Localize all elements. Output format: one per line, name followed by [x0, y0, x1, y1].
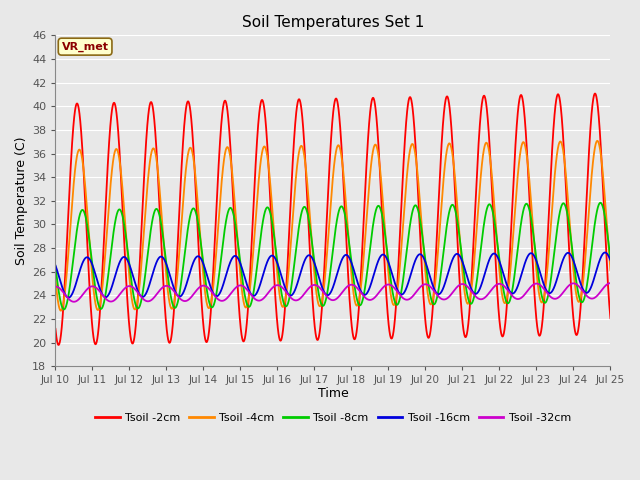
Tsoil -4cm [607, 267, 614, 273]
Line: Tsoil -2cm: Tsoil -2cm [56, 94, 611, 345]
Tsoil -8cm [607, 256, 614, 262]
Tsoil -2cm [458, 306, 465, 312]
Tsoil -32cm [427, 284, 435, 290]
Tsoil -16cm [152, 263, 159, 268]
Tsoil -2cm [607, 315, 614, 321]
Tsoil -16cm [606, 256, 614, 262]
Tsoil -32cm [312, 282, 320, 288]
Y-axis label: Soil Temperature (C): Soil Temperature (C) [15, 137, 28, 265]
X-axis label: Time: Time [317, 387, 348, 400]
Tsoil -4cm [427, 301, 435, 307]
Tsoil -8cm [312, 275, 320, 281]
Title: Soil Temperatures Set 1: Soil Temperatures Set 1 [242, 15, 424, 30]
Tsoil -8cm [458, 249, 465, 255]
Tsoil -4cm [458, 257, 465, 263]
Tsoil -16cm [607, 257, 614, 263]
Tsoil -32cm [606, 280, 614, 286]
Tsoil -4cm [489, 184, 497, 190]
Line: Tsoil -32cm: Tsoil -32cm [56, 283, 611, 302]
Line: Tsoil -16cm: Tsoil -16cm [56, 252, 611, 298]
Tsoil -2cm [606, 310, 614, 315]
Tsoil -4cm [593, 138, 601, 144]
Tsoil -4cm [152, 150, 159, 156]
Tsoil -8cm [427, 294, 435, 300]
Tsoil -8cm [606, 252, 614, 257]
Tsoil -8cm [596, 200, 604, 205]
Tsoil -4cm [606, 261, 614, 267]
Tsoil -16cm [458, 256, 465, 262]
Legend: Tsoil -2cm, Tsoil -4cm, Tsoil -8cm, Tsoil -16cm, Tsoil -32cm: Tsoil -2cm, Tsoil -4cm, Tsoil -8cm, Tsoi… [91, 408, 575, 427]
Tsoil -16cm [52, 263, 60, 268]
Tsoil -32cm [458, 281, 465, 287]
Tsoil -32cm [607, 280, 614, 286]
Line: Tsoil -8cm: Tsoil -8cm [56, 203, 611, 310]
Tsoil -32cm [152, 293, 159, 299]
Tsoil -8cm [152, 207, 159, 213]
Tsoil -4cm [57, 308, 65, 313]
Tsoil -32cm [52, 284, 60, 289]
Tsoil -2cm [54, 342, 62, 348]
Tsoil -2cm [52, 326, 60, 332]
Tsoil -32cm [70, 299, 78, 305]
Line: Tsoil -4cm: Tsoil -4cm [56, 141, 611, 311]
Tsoil -2cm [312, 335, 320, 340]
Tsoil -16cm [312, 266, 320, 272]
Tsoil -4cm [312, 289, 320, 295]
Tsoil -8cm [52, 264, 60, 269]
Text: VR_met: VR_met [61, 41, 109, 52]
Tsoil -2cm [152, 129, 159, 135]
Tsoil -16cm [427, 276, 435, 282]
Tsoil -8cm [60, 307, 68, 312]
Tsoil -2cm [427, 327, 435, 333]
Tsoil -16cm [601, 250, 609, 255]
Tsoil -16cm [65, 295, 72, 300]
Tsoil -8cm [489, 210, 497, 216]
Tsoil -32cm [489, 285, 497, 291]
Tsoil -16cm [489, 251, 497, 257]
Tsoil -4cm [52, 276, 60, 282]
Tsoil -2cm [489, 205, 497, 211]
Tsoil -2cm [591, 91, 599, 96]
